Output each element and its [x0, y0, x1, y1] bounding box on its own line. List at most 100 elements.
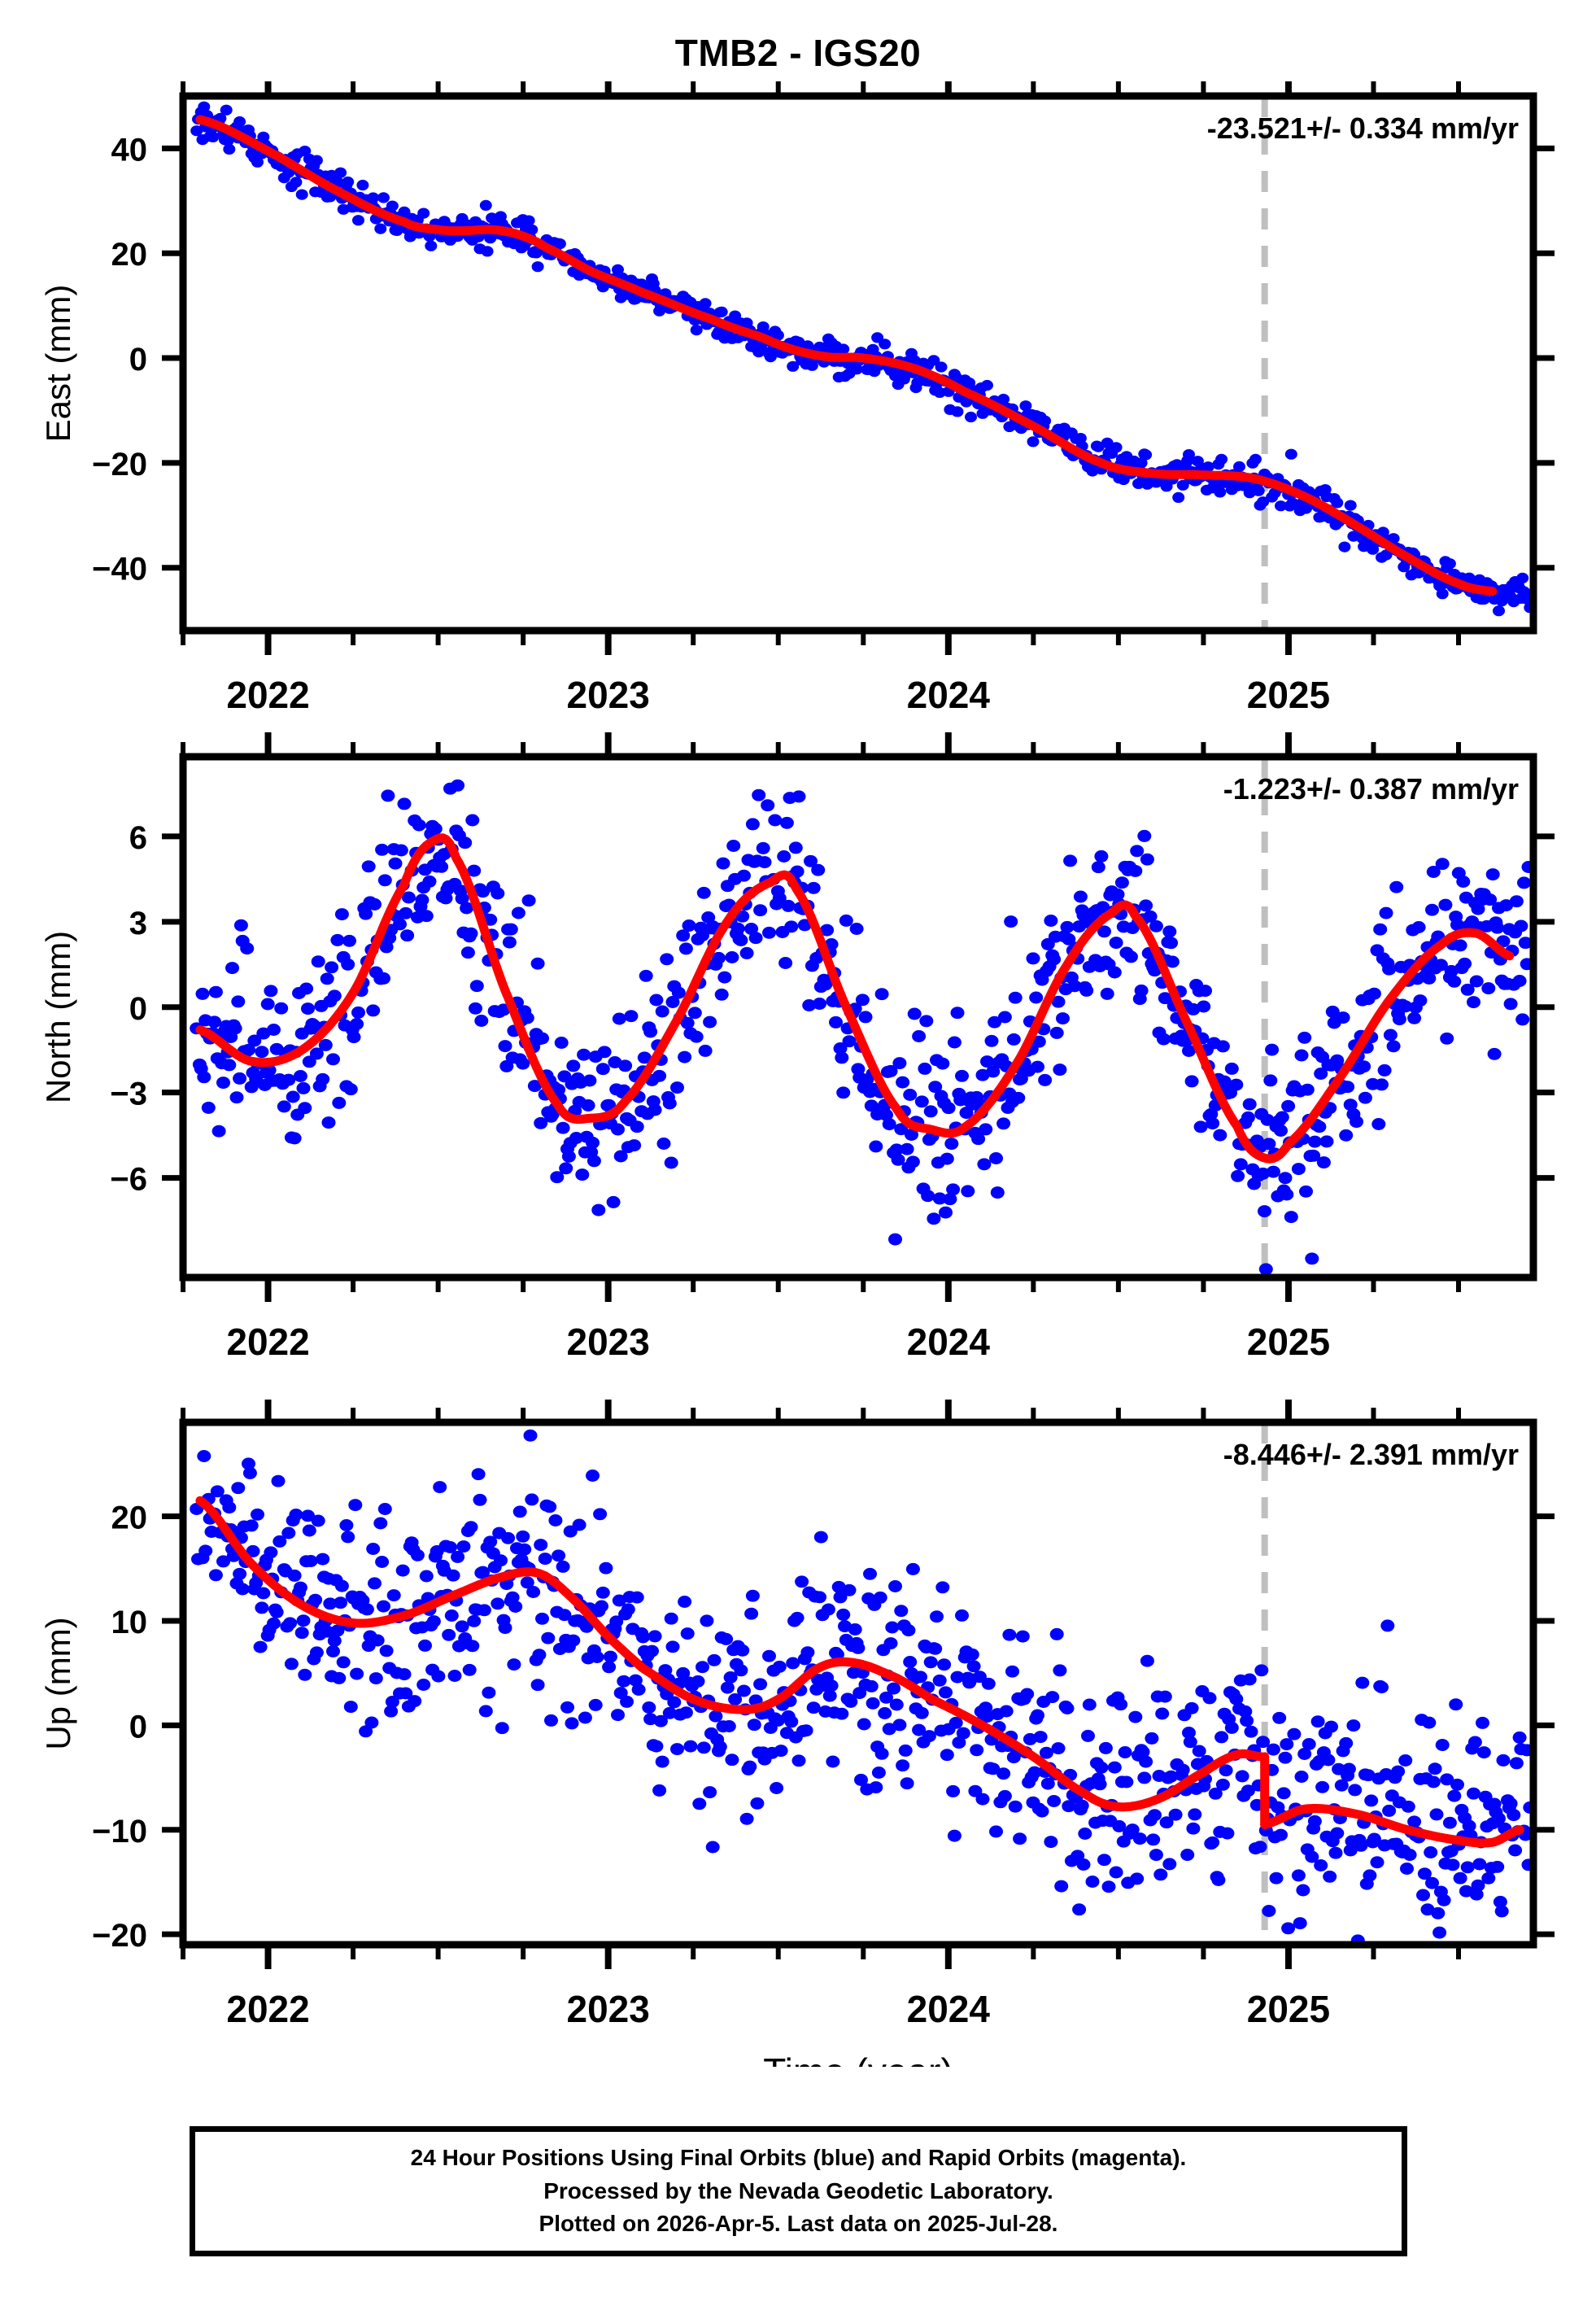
- data-point: [1281, 1922, 1296, 1935]
- data-point: [836, 1608, 851, 1621]
- data-point: [1219, 1764, 1233, 1777]
- data-point: [1437, 1893, 1451, 1906]
- data-point: [947, 1829, 962, 1842]
- data-point: [1324, 1720, 1338, 1733]
- data-point: [522, 215, 535, 226]
- data-point: [968, 1784, 983, 1797]
- data-point: [502, 936, 517, 949]
- data-point: [1380, 549, 1393, 561]
- plot-frame: [179, 753, 1537, 1282]
- data-point: [1183, 449, 1195, 461]
- data-point: [410, 1548, 425, 1561]
- data-point: [1183, 1736, 1197, 1749]
- data-point: [1299, 1185, 1313, 1198]
- data-point: [1139, 899, 1153, 912]
- panel-up: 20 10 0 −10 −20 2022 2023 2024 2025 Up (mm) -8.446…: [0, 1400, 1596, 2067]
- y-tick-label: 10: [111, 1605, 148, 1640]
- data-point: [1027, 436, 1040, 448]
- data-point: [302, 1055, 316, 1068]
- data-point: [1136, 1745, 1150, 1758]
- data-point: [821, 1603, 835, 1616]
- data-point: [1128, 1710, 1143, 1723]
- data-point: [1276, 1787, 1291, 1800]
- data-point: [207, 131, 220, 142]
- data-point: [1377, 1063, 1392, 1077]
- data-point: [198, 101, 211, 112]
- data-point: [747, 1719, 761, 1732]
- data-point: [474, 1015, 489, 1027]
- data-point: [1363, 1869, 1377, 1882]
- data-point: [883, 1064, 898, 1077]
- data-point: [560, 1701, 574, 1714]
- data-point: [207, 1015, 222, 1029]
- data-point: [1123, 950, 1138, 963]
- data-point: [1067, 980, 1082, 993]
- data-point: [294, 1627, 309, 1640]
- model-fit-line: [195, 833, 1515, 1164]
- data-point: [1443, 558, 1456, 570]
- data-point: [606, 1195, 621, 1208]
- data-point: [352, 215, 364, 226]
- data-point: [1002, 1628, 1017, 1641]
- data-point: [302, 1524, 316, 1537]
- data-point: [894, 1605, 909, 1618]
- data-point: [613, 1687, 628, 1700]
- data-point: [1263, 1074, 1278, 1087]
- data-point: [334, 167, 347, 178]
- data-point: [771, 330, 784, 341]
- data-point: [1294, 1771, 1309, 1783]
- data-point: [1035, 1805, 1049, 1818]
- data-point: [1038, 1073, 1053, 1086]
- data-point: [244, 1519, 259, 1532]
- data-point: [343, 1083, 358, 1096]
- data-point: [434, 860, 449, 873]
- data-point: [618, 1059, 633, 1072]
- data-point: [1072, 1903, 1087, 1916]
- data-point: [1039, 1746, 1053, 1759]
- data-point: [806, 1701, 821, 1714]
- data-point: [350, 1667, 364, 1680]
- y-tick-label: −20: [92, 447, 147, 483]
- data-point: [1164, 1770, 1179, 1783]
- data-point: [511, 906, 525, 919]
- data-point: [879, 1108, 893, 1121]
- data-point: [696, 886, 711, 899]
- data-point: [1383, 1029, 1398, 1042]
- data-point: [1339, 1736, 1354, 1749]
- data-point: [1433, 959, 1448, 972]
- data-point: [612, 264, 624, 275]
- data-point: [1456, 876, 1471, 888]
- data-point: [689, 1030, 704, 1043]
- data-point: [456, 1540, 471, 1553]
- data-point: [849, 923, 864, 935]
- data-point: [308, 1593, 323, 1606]
- data-point: [1294, 1049, 1309, 1062]
- data-point: [961, 1185, 975, 1198]
- data-point: [1306, 1149, 1321, 1162]
- data-point: [1275, 500, 1287, 512]
- data-point: [946, 1183, 961, 1196]
- data-point: [770, 1782, 784, 1794]
- data-point: [416, 1679, 431, 1691]
- data-point: [950, 1007, 965, 1020]
- data-point: [1143, 910, 1158, 923]
- data-point: [1134, 984, 1149, 997]
- data-point: [1135, 457, 1148, 469]
- data-point: [197, 1450, 211, 1462]
- data-point: [784, 1715, 799, 1728]
- data-point: [320, 972, 334, 985]
- y-tick-label: −3: [110, 1077, 147, 1112]
- data-point: [543, 1500, 557, 1513]
- data-point: [1186, 1002, 1201, 1015]
- data-point: [835, 1707, 849, 1720]
- data-point: [323, 1597, 338, 1610]
- data-point: [1401, 1800, 1415, 1813]
- data-point: [446, 1569, 460, 1582]
- data-point: [971, 1133, 986, 1146]
- data-point: [700, 1614, 714, 1627]
- data-point: [1323, 1870, 1337, 1883]
- data-point: [648, 1630, 662, 1643]
- data-point: [1413, 994, 1428, 1007]
- data-point: [471, 1468, 486, 1481]
- data-point: [384, 1705, 399, 1718]
